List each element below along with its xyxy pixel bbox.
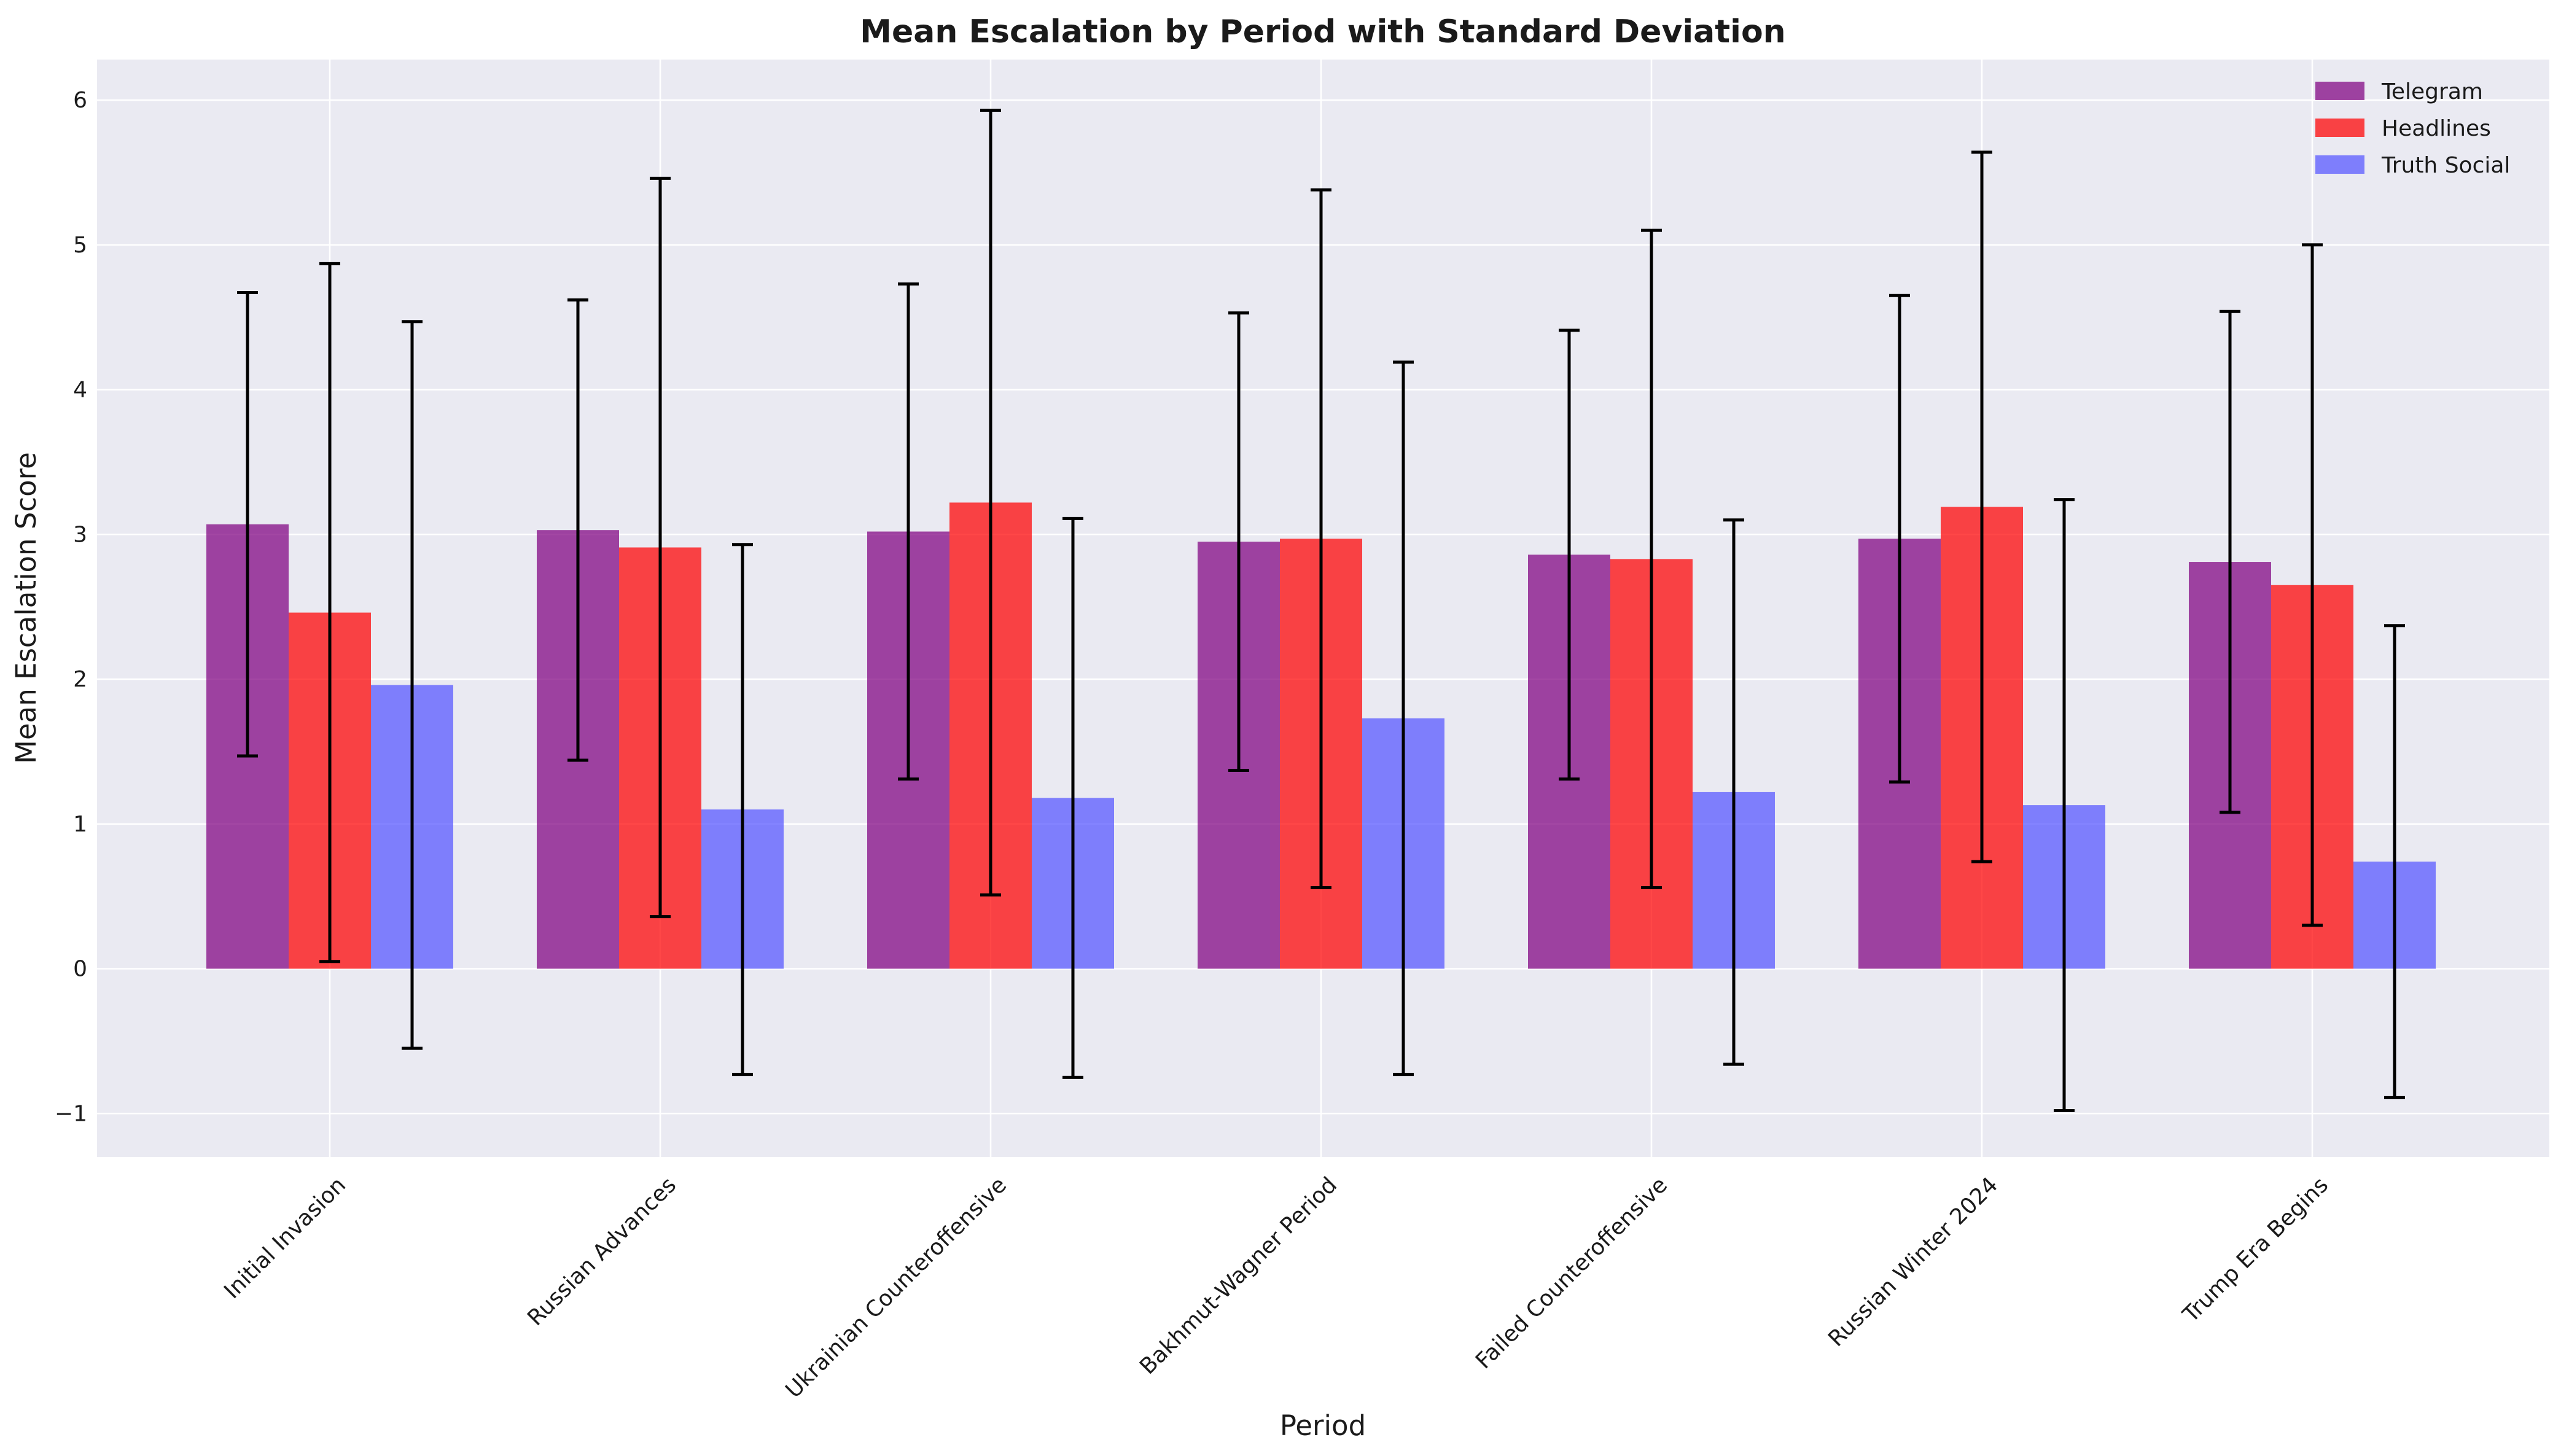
y-tick-label: 6 (73, 88, 87, 113)
x-axis-label: Period (1280, 1409, 1366, 1442)
y-tick-label: 5 (73, 233, 87, 258)
y-tick-label: 4 (73, 378, 87, 403)
y-axis-label: Mean Escalation Score (10, 452, 42, 764)
chart-title: Mean Escalation by Period with Standard … (860, 14, 1785, 50)
legend-swatch (2315, 82, 2364, 100)
y-tick-label: 1 (73, 812, 87, 837)
y-tick-label: 3 (73, 522, 87, 547)
y-tick-label: 0 (73, 957, 87, 982)
legend-label: Headlines (2382, 116, 2491, 141)
legend-swatch (2315, 119, 2364, 137)
legend: Telegram Headlines Truth Social (2315, 79, 2510, 178)
legend-label: Telegram (2381, 79, 2483, 104)
legend-swatch (2315, 155, 2364, 174)
legend-label: Truth Social (2381, 153, 2510, 178)
y-tick-label: 2 (73, 667, 87, 692)
y-tick-label: −1 (55, 1101, 87, 1126)
y-axis-ticks: −1 0 1 2 3 4 5 6 (55, 88, 87, 1126)
error-bars (237, 109, 2405, 1113)
